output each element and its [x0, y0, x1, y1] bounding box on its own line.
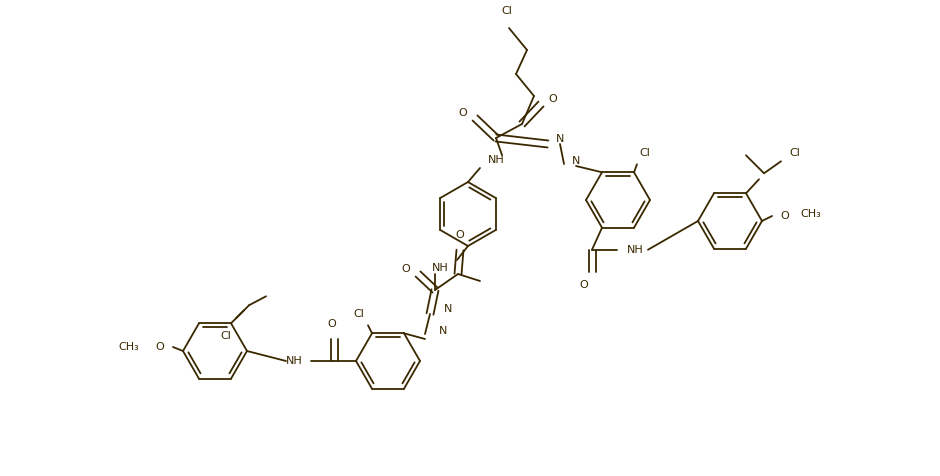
Text: NH: NH — [488, 155, 505, 165]
Text: O: O — [580, 280, 588, 290]
Text: Cl: Cl — [639, 149, 650, 159]
Text: NH: NH — [432, 263, 449, 273]
Text: N: N — [572, 156, 580, 166]
Text: Cl: Cl — [502, 6, 512, 16]
Text: NH: NH — [627, 245, 644, 255]
Text: N: N — [439, 326, 447, 336]
Text: O: O — [548, 94, 556, 104]
Text: N: N — [444, 304, 452, 314]
Text: N: N — [556, 134, 564, 144]
Text: Cl: Cl — [789, 149, 800, 159]
Text: O: O — [780, 211, 789, 221]
Text: O: O — [401, 264, 410, 274]
Text: CH₃: CH₃ — [118, 342, 139, 352]
Text: CH₃: CH₃ — [800, 209, 821, 219]
Text: Cl: Cl — [353, 309, 364, 319]
Text: O: O — [155, 342, 164, 352]
Text: O: O — [459, 108, 467, 118]
Text: NH: NH — [287, 356, 303, 366]
Text: O: O — [456, 230, 464, 240]
Text: O: O — [328, 319, 337, 329]
Text: Cl: Cl — [221, 331, 231, 341]
